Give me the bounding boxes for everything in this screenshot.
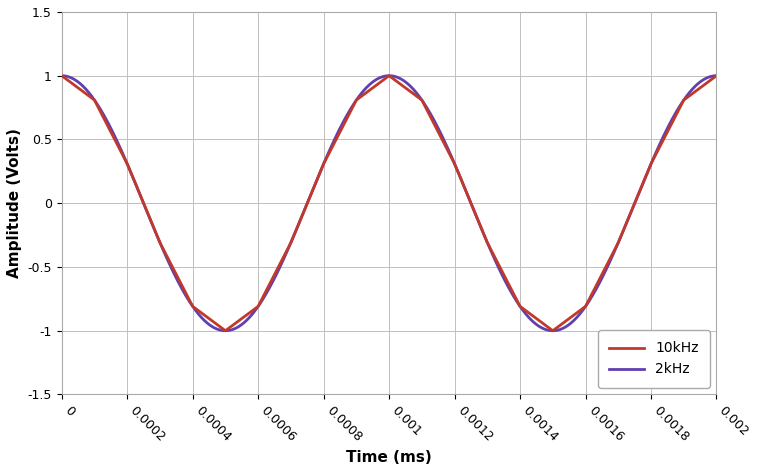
10kHz (679, 97, 688, 103)
2kHz (712, 73, 721, 78)
10kHz (188, 303, 197, 309)
10kHz (515, 303, 525, 309)
2kHz (376, 75, 385, 80)
2kHz (693, 81, 702, 87)
10kHz (287, 240, 296, 245)
10kHz (483, 240, 492, 245)
Legend: 10kHz, 2kHz: 10kHz, 2kHz (598, 330, 709, 388)
10kHz (614, 240, 623, 245)
10kHz (384, 73, 393, 78)
10kHz (450, 161, 459, 167)
Line: 2kHz: 2kHz (61, 76, 716, 331)
10kHz (90, 97, 99, 103)
10kHz (319, 161, 328, 167)
10kHz (155, 240, 164, 245)
10kHz (548, 328, 557, 334)
Y-axis label: Amplitude (Volts): Amplitude (Volts) (7, 128, 22, 278)
2kHz (359, 88, 368, 94)
10kHz (581, 303, 590, 309)
10kHz (352, 97, 361, 103)
10kHz (254, 303, 263, 309)
Line: 10kHz: 10kHz (61, 76, 716, 331)
10kHz (221, 328, 230, 334)
2kHz (57, 73, 66, 78)
10kHz (712, 73, 721, 78)
10kHz (418, 97, 427, 103)
2kHz (694, 81, 703, 87)
10kHz (57, 73, 66, 78)
2kHz (221, 328, 230, 334)
2kHz (573, 314, 582, 320)
X-axis label: Time (ms): Time (ms) (346, 450, 432, 465)
2kHz (91, 98, 100, 104)
10kHz (123, 161, 132, 167)
10kHz (647, 161, 656, 167)
